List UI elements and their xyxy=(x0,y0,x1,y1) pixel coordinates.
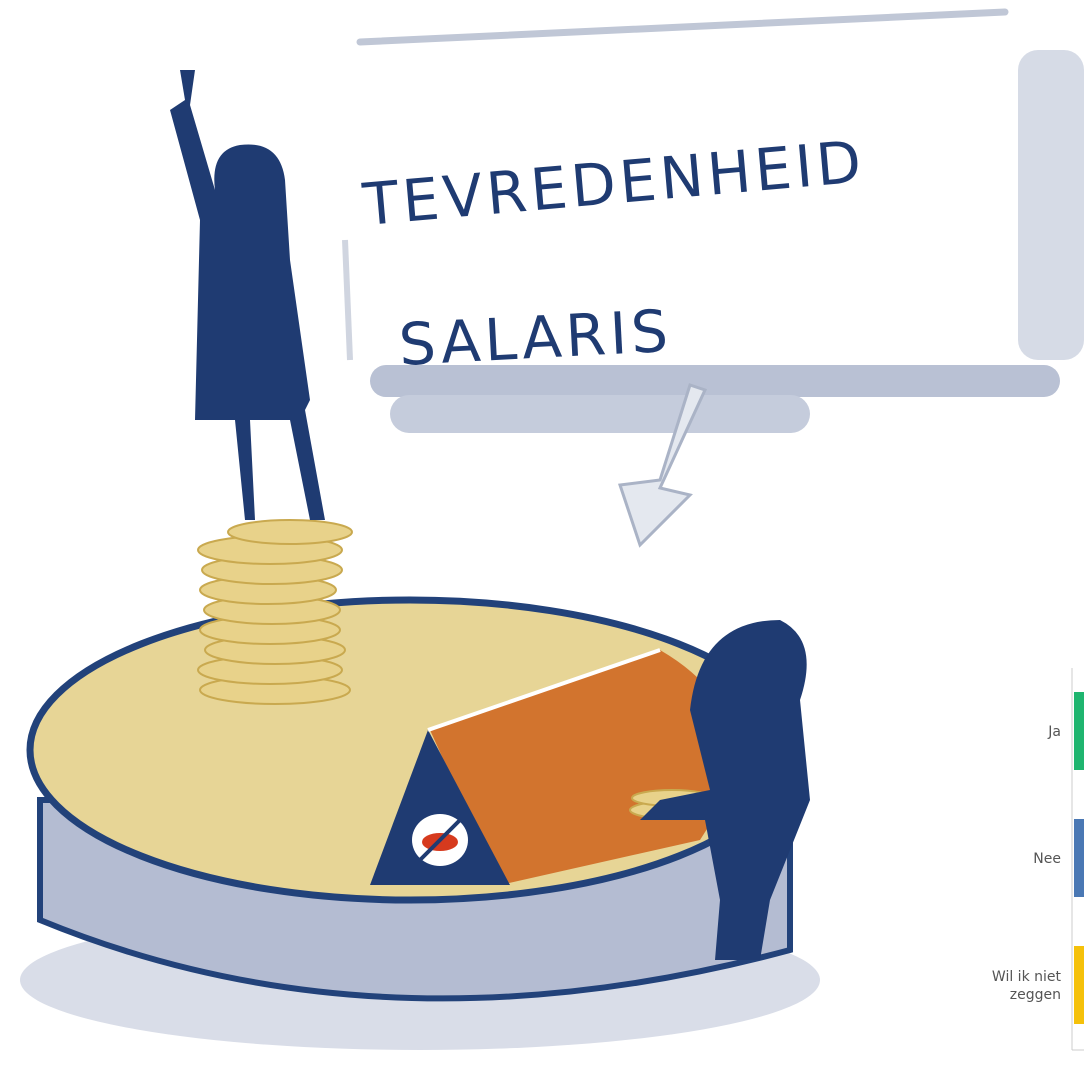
bar xyxy=(1074,946,1084,1024)
pie-illustration xyxy=(20,600,820,1050)
page: TEVREDENHEID SALARIS Ja Nee Wil ik nietzeg… xyxy=(0,0,1084,1067)
title-line: SALARIS xyxy=(397,297,673,379)
title-line: TEVREDENHEID xyxy=(359,127,867,239)
scene: TEVREDENHEID SALARIS Ja Nee Wil ik nietzeg… xyxy=(0,0,1084,1067)
category-label: Ja xyxy=(1047,724,1061,740)
sign-board xyxy=(345,12,1084,545)
category-label: Nee xyxy=(1033,851,1061,867)
bar xyxy=(1074,692,1084,770)
standing-figure xyxy=(170,70,325,520)
bar xyxy=(1074,819,1084,897)
